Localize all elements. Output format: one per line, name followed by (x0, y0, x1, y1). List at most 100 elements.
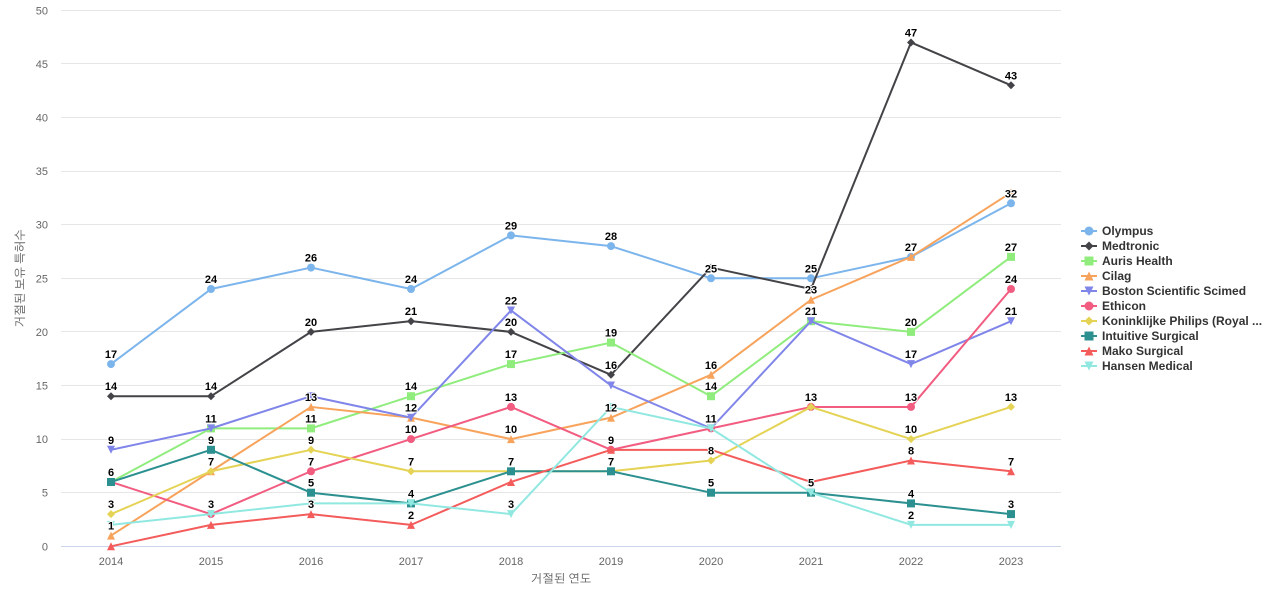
svg-text:47: 47 (905, 28, 917, 40)
svg-text:43: 43 (1005, 70, 1017, 82)
svg-text:2: 2 (908, 510, 914, 522)
svg-text:Koninklijke Philips (Royal ...: Koninklijke Philips (Royal ... (1102, 314, 1262, 328)
svg-text:2022: 2022 (899, 556, 923, 568)
svg-text:Boston Scientific Scimed: Boston Scientific Scimed (1102, 284, 1246, 298)
svg-text:9: 9 (308, 435, 314, 447)
svg-text:27: 27 (905, 242, 917, 254)
svg-text:0: 0 (42, 541, 48, 553)
svg-text:10: 10 (36, 434, 48, 446)
svg-text:24: 24 (405, 274, 418, 286)
svg-text:17: 17 (105, 349, 117, 361)
svg-text:13: 13 (305, 392, 317, 404)
svg-text:29: 29 (505, 220, 517, 232)
svg-text:27: 27 (1005, 242, 1017, 254)
svg-text:6: 6 (108, 467, 114, 479)
svg-text:45: 45 (36, 59, 48, 71)
svg-text:7: 7 (608, 456, 614, 468)
svg-text:12: 12 (605, 403, 617, 415)
svg-text:10: 10 (505, 424, 517, 436)
svg-text:Auris Health: Auris Health (1102, 254, 1173, 268)
svg-text:9: 9 (608, 435, 614, 447)
svg-text:9: 9 (208, 435, 214, 447)
svg-text:7: 7 (508, 456, 514, 468)
svg-text:2018: 2018 (499, 556, 523, 568)
svg-text:7: 7 (308, 456, 314, 468)
svg-text:Mako Surgical: Mako Surgical (1102, 344, 1183, 358)
svg-text:13: 13 (805, 392, 817, 404)
svg-text:25: 25 (705, 263, 717, 275)
svg-text:12: 12 (405, 403, 417, 415)
svg-text:2019: 2019 (599, 556, 623, 568)
svg-text:50: 50 (36, 5, 48, 17)
svg-text:11: 11 (305, 413, 317, 425)
svg-text:3: 3 (508, 499, 514, 511)
svg-text:Ethicon: Ethicon (1102, 299, 1146, 313)
svg-text:40: 40 (36, 113, 48, 125)
svg-text:7: 7 (408, 456, 414, 468)
svg-text:14: 14 (105, 381, 118, 393)
svg-text:Hansen Medical: Hansen Medical (1102, 359, 1193, 373)
svg-text:3: 3 (108, 499, 114, 511)
svg-text:5: 5 (42, 488, 48, 500)
svg-text:16: 16 (605, 360, 617, 372)
svg-text:2016: 2016 (299, 556, 323, 568)
svg-text:14: 14 (705, 381, 718, 393)
svg-text:23: 23 (805, 285, 817, 297)
svg-text:3: 3 (308, 499, 314, 511)
svg-text:24: 24 (1005, 274, 1018, 286)
svg-text:13: 13 (905, 392, 917, 404)
svg-text:2: 2 (408, 510, 414, 522)
svg-text:13: 13 (505, 392, 517, 404)
svg-text:14: 14 (405, 381, 418, 393)
svg-text:5: 5 (308, 478, 314, 490)
svg-text:7: 7 (208, 456, 214, 468)
svg-text:4: 4 (908, 488, 915, 500)
svg-text:17: 17 (905, 349, 917, 361)
svg-text:11: 11 (205, 413, 217, 425)
svg-text:30: 30 (36, 220, 48, 232)
svg-text:35: 35 (36, 166, 48, 178)
svg-text:5: 5 (708, 478, 714, 490)
svg-text:25: 25 (36, 273, 48, 285)
svg-text:20: 20 (905, 317, 917, 329)
svg-text:24: 24 (205, 274, 218, 286)
svg-text:21: 21 (805, 306, 817, 318)
svg-text:2020: 2020 (699, 556, 723, 568)
svg-text:16: 16 (705, 360, 717, 372)
svg-text:17: 17 (505, 349, 517, 361)
svg-text:26: 26 (305, 253, 317, 265)
svg-text:19: 19 (605, 328, 617, 340)
svg-text:11: 11 (705, 413, 717, 425)
svg-text:10: 10 (405, 424, 417, 436)
svg-text:9: 9 (108, 435, 114, 447)
svg-text:4: 4 (408, 488, 415, 500)
svg-text:14: 14 (205, 381, 218, 393)
svg-text:7: 7 (1008, 456, 1014, 468)
svg-text:22: 22 (505, 296, 517, 308)
svg-text:3: 3 (208, 499, 214, 511)
svg-text:20: 20 (305, 317, 317, 329)
svg-text:Intuitive Surgical: Intuitive Surgical (1102, 329, 1199, 343)
svg-text:15: 15 (36, 381, 48, 393)
svg-text:Olympus: Olympus (1102, 224, 1154, 238)
svg-text:32: 32 (1005, 188, 1017, 200)
svg-text:2014: 2014 (99, 556, 123, 568)
svg-text:2017: 2017 (399, 556, 423, 568)
svg-text:20: 20 (505, 317, 517, 329)
svg-text:13: 13 (1005, 392, 1017, 404)
svg-text:20: 20 (36, 327, 48, 339)
svg-text:8: 8 (908, 446, 914, 458)
svg-text:21: 21 (1005, 306, 1017, 318)
svg-text:8: 8 (708, 446, 714, 458)
svg-text:3: 3 (1008, 499, 1014, 511)
svg-text:25: 25 (805, 263, 817, 275)
svg-text:2021: 2021 (799, 556, 823, 568)
svg-text:Cilag: Cilag (1102, 269, 1131, 283)
svg-text:Medtronic: Medtronic (1102, 239, 1160, 253)
svg-text:2023: 2023 (999, 556, 1023, 568)
svg-text:2015: 2015 (199, 556, 223, 568)
svg-text:1: 1 (108, 521, 114, 533)
svg-text:10: 10 (905, 424, 917, 436)
svg-text:28: 28 (605, 231, 617, 243)
svg-text:5: 5 (808, 478, 814, 490)
